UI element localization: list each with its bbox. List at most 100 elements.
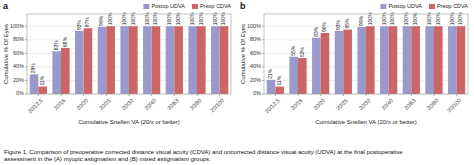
bar [357, 27, 366, 94]
x-tick-label: 20/80 [189, 97, 203, 111]
bar [267, 80, 276, 94]
x-tick-label: 20/32 [121, 97, 135, 111]
y-tick-label: 100% [247, 23, 261, 29]
bar [425, 26, 434, 94]
x-tick [61, 94, 62, 96]
bar [298, 58, 307, 94]
x-tick-label: 20/63 [166, 97, 180, 111]
y-tick-label: 60% [250, 50, 261, 56]
x-tick-label: 20/32 [358, 97, 372, 111]
y-tick-label: 40% [250, 63, 261, 69]
x-tick-label: 20/100 [446, 97, 462, 113]
data-label: 99% [98, 15, 104, 26]
chart-title: b [240, 1, 246, 11]
x-tick-label: 20/16 [53, 97, 67, 111]
bar [366, 26, 375, 94]
y-axis-label: Cumulative % Of Eyes [3, 24, 9, 84]
bar [389, 26, 398, 94]
chart-title: a [3, 1, 9, 11]
chart-panel: 0%20%40%60%80%100%21%55%83%93%99%100%100… [240, 1, 469, 125]
bars [267, 26, 466, 94]
y-tick-label: 0% [253, 90, 261, 96]
data-label: 90% [321, 21, 327, 32]
legend-label: Preop CDVA [200, 3, 231, 9]
x-tick [456, 94, 457, 96]
bar [197, 26, 206, 94]
bar [457, 26, 466, 94]
legend: Postop UDVA Preop CDVA [143, 3, 231, 9]
x-tick [298, 94, 299, 96]
legend-label: Postop UDVA [151, 3, 185, 9]
caption-line: assessment in the (A) myopic astigmatism… [4, 156, 211, 162]
legend-label: Preop CDVA [437, 3, 468, 9]
data-label: 93% [335, 19, 341, 30]
legend: Postop UDVA Preop CDVA [380, 3, 468, 9]
data-label: 95% [344, 18, 350, 29]
bar [312, 38, 321, 94]
data-label: 21% [267, 68, 273, 79]
bar [174, 26, 183, 94]
x-tick-label: 20/25 [335, 97, 349, 111]
x-tick [275, 94, 276, 96]
data-label: 93% [76, 19, 82, 30]
y-tick-label: 40% [13, 63, 24, 69]
legend-swatch [380, 4, 386, 9]
data-label: 11% [276, 75, 282, 85]
bar [52, 51, 61, 94]
data-label: 55% [290, 45, 296, 56]
bar [152, 26, 161, 94]
bar [84, 28, 93, 94]
x-tick-label: 20/12.5 [264, 97, 281, 114]
data-label: 97% [84, 17, 90, 28]
x-tick-label: 20/20 [75, 97, 89, 111]
bar [411, 26, 420, 94]
x-tick [106, 94, 107, 96]
y-tick-label: 80% [13, 36, 24, 42]
plot-frame [264, 14, 468, 94]
data-label: 83% [313, 26, 319, 37]
bar [403, 26, 412, 94]
data-label: 29% [30, 63, 36, 74]
x-tick [388, 94, 389, 96]
x-tick-label: 20/25 [98, 97, 112, 111]
y-tick-label: 60% [13, 50, 24, 56]
x-tick-label: 20/80 [426, 97, 440, 111]
bar [434, 26, 443, 94]
y-tick-label: 100% [10, 23, 24, 29]
legend-swatch [143, 4, 149, 9]
bar [38, 87, 47, 94]
x-tick-label: 20/63 [403, 97, 417, 111]
bar [289, 57, 298, 94]
x-tick [219, 94, 220, 96]
y-tick-label: 20% [13, 77, 24, 83]
x-tick [411, 94, 412, 96]
x-tick-label: 20/12.5 [27, 97, 44, 114]
bar [275, 87, 284, 94]
data-labels: 21%55%83%93%99%100%100%100%100%11%53%90%… [267, 12, 463, 86]
bar [220, 26, 229, 94]
x-tick-label: 20/100 [209, 97, 225, 113]
y-axis-label: Cumulative % Of Eyes [240, 24, 246, 84]
x-tick [151, 94, 152, 96]
bar [211, 26, 220, 94]
bar [143, 26, 152, 94]
x-tick-label: 20/40 [143, 97, 157, 111]
y-tick-label: 80% [250, 36, 261, 42]
bar [166, 26, 175, 94]
caption-line: Figure 1. Comparison of preoperative cor… [4, 149, 403, 155]
bar [343, 30, 352, 94]
data-label: 11% [39, 75, 45, 85]
x-tick [83, 94, 84, 96]
bar [448, 26, 457, 94]
x-tick [197, 94, 198, 96]
x-tick [366, 94, 367, 96]
data-label: 68% [62, 36, 68, 47]
bar [106, 26, 115, 94]
bars [30, 26, 229, 94]
bar [120, 26, 129, 94]
legend-swatch [429, 4, 435, 9]
x-tick [38, 94, 39, 96]
x-tick-label: 20/20 [312, 97, 326, 111]
legend-label: Postop UDVA [388, 3, 422, 9]
bar [335, 31, 344, 94]
